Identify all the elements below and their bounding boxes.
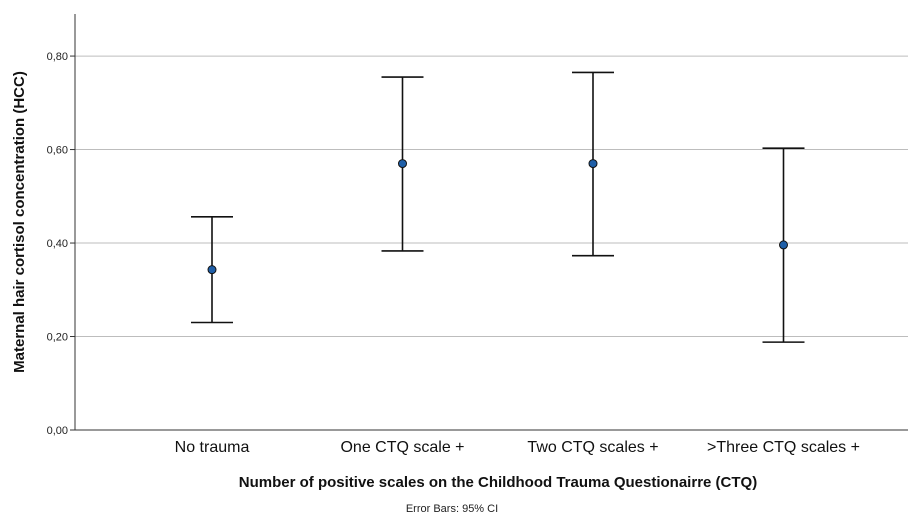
mean-point: [398, 159, 407, 169]
mean-point: [207, 265, 217, 275]
error-bar-marks: [191, 71, 805, 343]
y-axis-ticks: 0,00 0,20 0,40 0,60 0,80: [47, 51, 75, 437]
x-axis-category-labels: No trauma One CTQ scale + Two CTQ scales +…: [175, 439, 860, 456]
mean-point: [588, 159, 598, 169]
error-bars-footnote: Error Bars: 95% CI: [406, 503, 498, 515]
y-axis-title: Maternal hair cortisol concentration (HC…: [11, 71, 28, 373]
gridlines: [75, 55, 908, 338]
y-tick-label: 0,40: [47, 238, 68, 250]
x-category-label: >Three CTQ scales +: [707, 439, 860, 456]
x-category-label: No trauma: [175, 439, 250, 456]
x-category-label: One CTQ scale +: [340, 439, 464, 456]
y-tick-label: 0,60: [47, 145, 68, 157]
y-tick-label: 0,20: [47, 332, 68, 344]
x-category-label: Two CTQ scales +: [527, 439, 658, 456]
y-tick-label: 0,80: [47, 51, 68, 63]
mean-point: [779, 240, 788, 250]
y-tick-label: 0,00: [47, 425, 68, 437]
x-axis-title: Number of positive scales on the Childho…: [239, 474, 757, 491]
